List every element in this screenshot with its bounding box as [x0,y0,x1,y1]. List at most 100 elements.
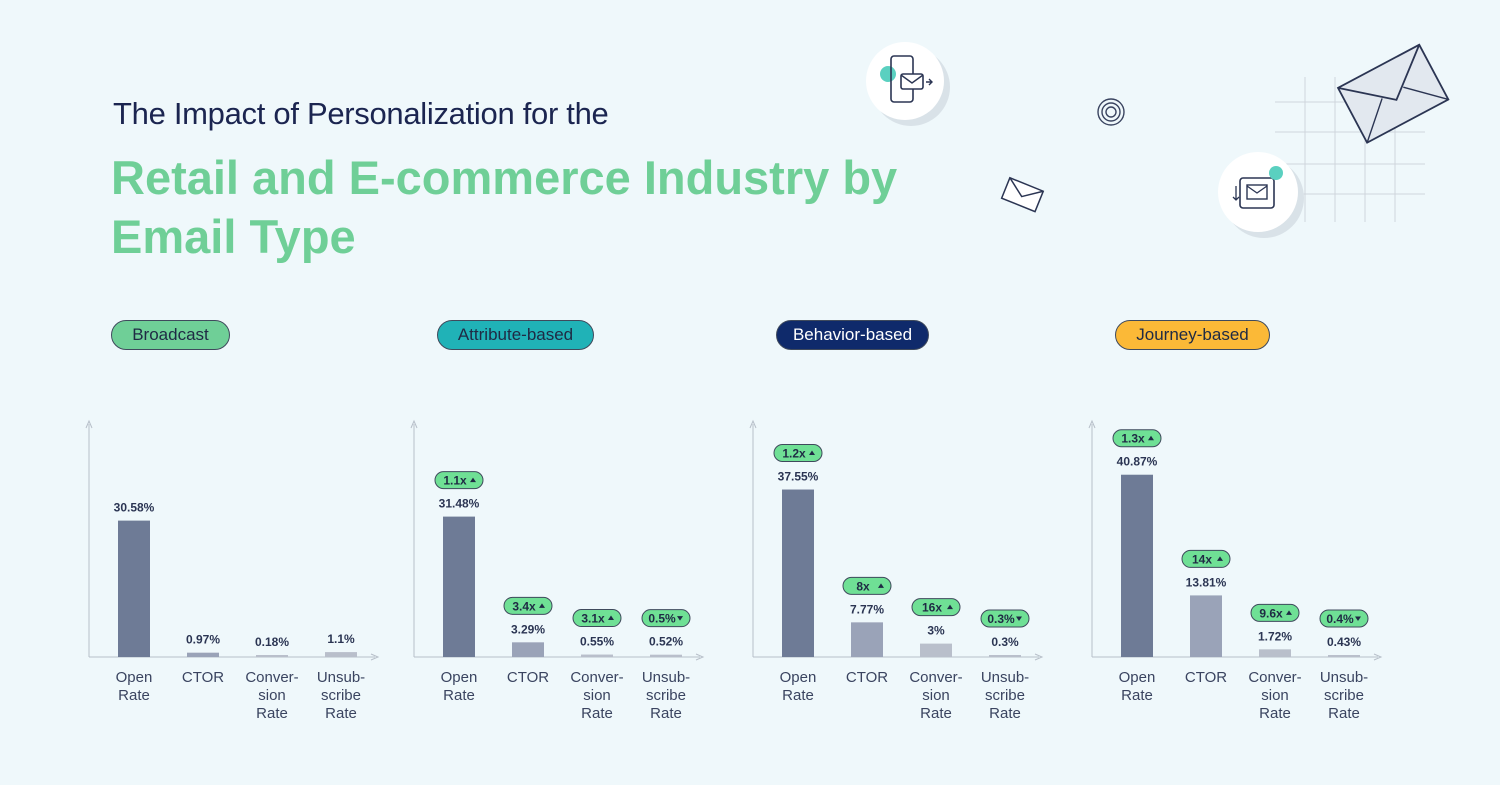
y-axis-arrow [410,419,418,429]
x-tick-label: CTOR [182,669,224,686]
x-tick-label: Rate [443,687,475,704]
data-label: 3.29% [511,622,545,636]
arrow-up-icon [539,603,545,608]
lift-badge-label: 1.3x [1121,432,1145,446]
data-label: 0.43% [1327,635,1361,649]
x-tick-label: Rate [581,705,613,722]
data-label: 0.18% [255,635,289,649]
x-tick-label: Unsub- [1320,669,1368,686]
x-tick-label: sion [258,687,286,704]
lift-badge [1319,609,1369,628]
x-tick-label: Open [780,669,817,686]
lift-badge [980,609,1030,628]
x-axis-arrow [370,653,380,661]
arrow-down-icon [1355,616,1361,621]
arrow-down-icon [677,616,683,621]
lift-badge-label: 3.1x [581,612,605,626]
arrow-up-icon [947,604,953,610]
x-tick-label: Unsub- [317,669,365,686]
data-label: 1.1% [327,632,355,646]
lift-badge [572,609,622,628]
x-tick-label: Rate [256,705,288,722]
bar-conversion-rate [920,643,952,657]
lift-badge [1112,429,1162,448]
lift-badge [1181,549,1231,568]
data-label: 40.87% [1117,455,1158,469]
data-label: 37.55% [778,470,819,484]
data-label: 0.52% [649,635,683,649]
x-axis-arrow [1373,653,1383,661]
lift-badge-label: 0.3% [987,612,1015,626]
bar-open-rate [443,516,475,657]
data-label: 31.48% [439,497,480,511]
lift-badge [1250,603,1300,622]
bar-unsubscribe-rate [989,655,1021,657]
data-label: 3% [927,624,945,638]
bar-open-rate [782,489,814,657]
y-axis-arrow [85,419,93,429]
envelope-large-icon [1336,43,1450,144]
x-tick-label: Unsub- [642,669,690,686]
bar-unsubscribe-rate [650,654,682,657]
data-label: 13.81% [1186,575,1227,589]
data-label: 30.58% [114,501,155,515]
x-tick-label: Rate [782,687,814,704]
mail-sync-badge [1218,152,1298,232]
lift-badge [773,444,823,463]
x-tick-label: CTOR [507,669,549,686]
x-tick-label: CTOR [1185,669,1227,686]
x-axis-arrow [1034,653,1044,661]
arrow-up-icon [1286,610,1292,615]
x-tick-label: scribe [985,687,1025,704]
bar-ctor [512,642,544,657]
bar-conversion-rate [581,654,613,657]
phone-mail-icon [880,55,933,103]
lift-badge [842,576,892,595]
x-tick-label: Conver- [1248,669,1301,686]
lift-badge-label: 1.2x [782,447,806,461]
y-axis-arrow [1088,419,1096,429]
data-label: 0.3% [991,635,1019,649]
arrow-up-icon [809,450,815,456]
lift-badge-label: 9.6x [1259,606,1283,620]
pill-attribute-based: Attribute-based [437,320,594,350]
bar-unsubscribe-rate [325,652,357,657]
x-tick-label: Rate [325,705,357,722]
data-label: 1.72% [1258,629,1292,643]
x-tick-label: Conver- [245,669,298,686]
lift-badge-label: 3.4x [512,599,536,613]
page-title: Retail and E-commerce Industry by Email … [111,151,898,263]
arrow-up-icon [608,615,614,621]
bar-ctor [851,622,883,657]
lift-badge-label: 16x [922,601,942,615]
x-tick-label: Rate [1121,687,1153,704]
arrow-up-icon [1148,435,1154,441]
phone-mail-badge [866,42,944,120]
bar-unsubscribe-rate [1328,655,1360,657]
pill-broadcast: Broadcast [111,320,230,350]
x-tick-label: scribe [1324,687,1364,704]
arrow-up-icon [878,583,884,588]
pill-journey-based: Journey-based [1115,320,1270,350]
lift-badge-label: 0.4% [1326,612,1354,626]
data-label: 0.55% [580,635,614,649]
mail-sync-icon [1232,166,1283,209]
envelope-small-icon [1000,176,1045,213]
x-tick-label: Rate [1259,705,1291,722]
x-tick-label: scribe [321,687,361,704]
page-subtitle: The Impact of Personalization for the [113,96,609,131]
lift-badge-label: 8x [856,579,870,593]
lift-badge [434,471,484,490]
arrow-down-icon [1016,616,1022,621]
lift-badge-label: 0.5% [648,612,676,626]
data-label: 7.77% [850,602,884,616]
bar-conversion-rate [256,655,288,657]
x-tick-label: sion [1261,687,1289,704]
at-sign-icon [1097,98,1125,126]
x-tick-label: Open [1119,669,1156,686]
x-tick-label: Conver- [909,669,962,686]
x-tick-label: Rate [650,705,682,722]
x-tick-label: Rate [118,687,150,704]
lift-badge-label: 1.1x [443,474,467,488]
